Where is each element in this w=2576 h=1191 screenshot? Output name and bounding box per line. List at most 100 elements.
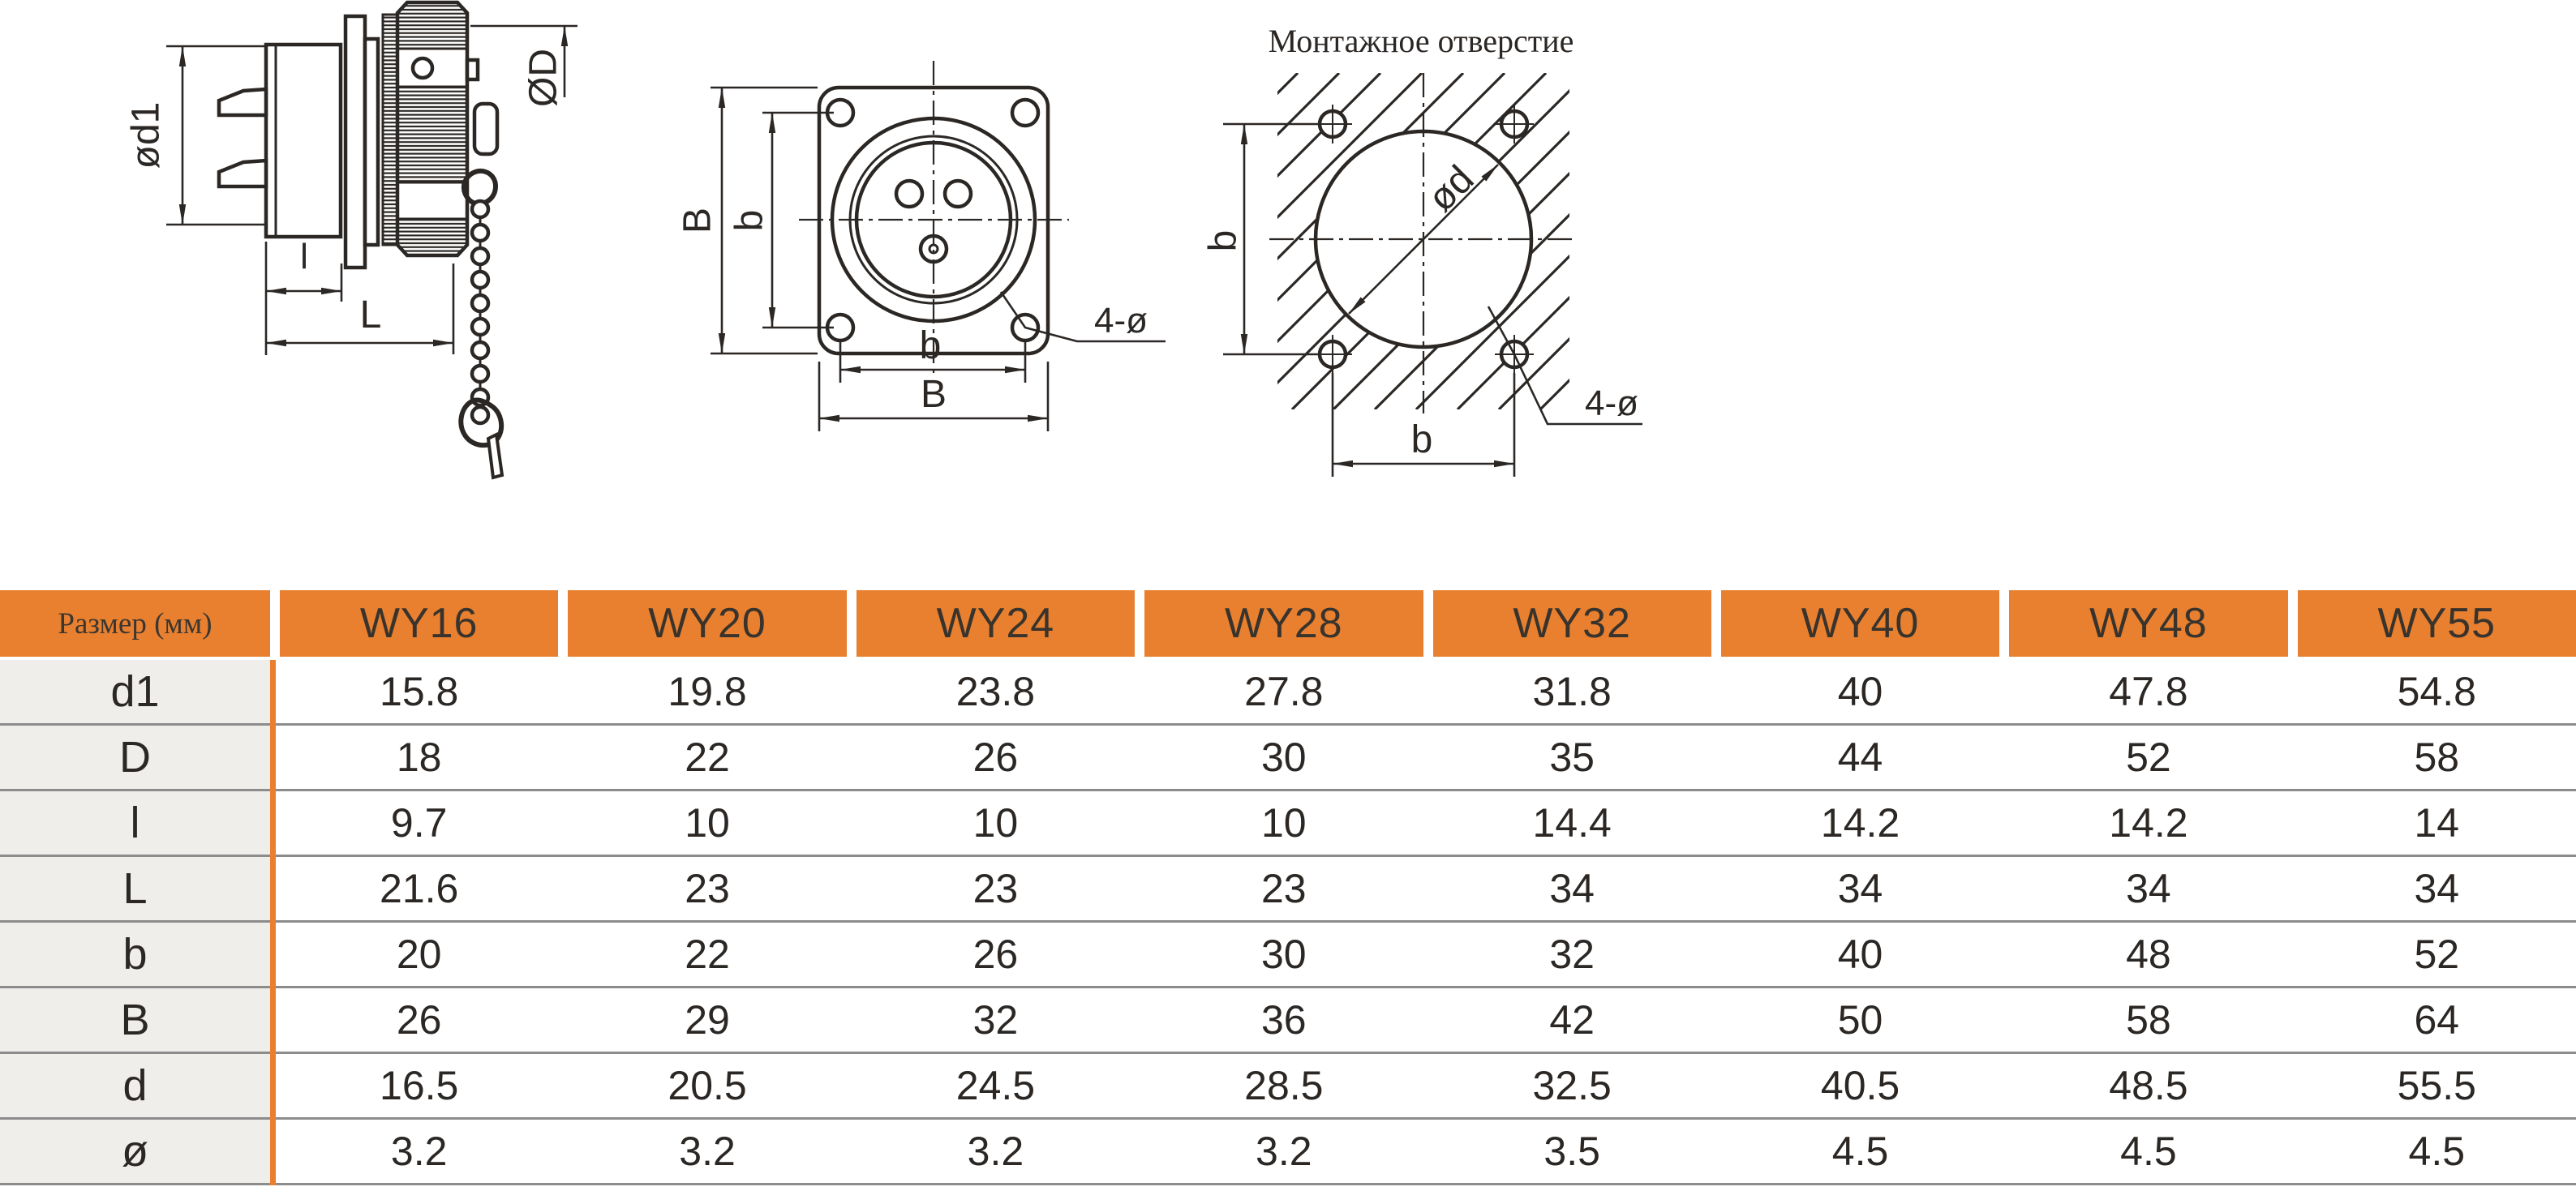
label-d1: ød1 — [125, 102, 168, 169]
cell: 50 — [1720, 988, 2000, 1052]
dim-b-bottom-mount: b — [1331, 373, 1516, 477]
cell: 34 — [2297, 857, 2576, 920]
callout-4-holes: 4-ø — [999, 291, 1166, 343]
accent-stripe — [270, 660, 276, 1185]
cell: 28.5 — [1144, 1054, 1423, 1117]
model-header: WY28 — [1144, 590, 1423, 657]
dimension-table-wrap: Размер (мм) WY16 WY20 WY24 WY28 WY32 WY4… — [0, 590, 2576, 1185]
row-label: ø — [0, 1120, 270, 1183]
corner-holes — [1313, 105, 1534, 374]
cell: 10 — [568, 791, 847, 855]
label-4-holes-mount: 4-ø — [1585, 383, 1638, 423]
cell: 52 — [2009, 726, 2288, 789]
pin-icon — [217, 158, 268, 189]
row-separator — [0, 1183, 2576, 1185]
cell: 21.6 — [280, 857, 559, 920]
cell: 4.5 — [1720, 1120, 2000, 1183]
knurl-bands — [397, 2, 467, 255]
row-separator — [0, 920, 2576, 923]
cell: 3.2 — [280, 1120, 559, 1183]
cell: 35 — [1432, 726, 1711, 789]
pin-icon — [217, 87, 268, 118]
model-header: WY32 — [1432, 590, 1711, 657]
cell: 23 — [1144, 857, 1423, 920]
cell: 32.5 — [1432, 1054, 1711, 1117]
model-header: WY24 — [856, 590, 1136, 657]
cell: 32 — [856, 988, 1136, 1052]
cell: 9.7 — [280, 791, 559, 855]
cell: 23.8 — [856, 660, 1136, 723]
cell: 19.8 — [568, 660, 847, 723]
model-header: WY40 — [1720, 590, 2000, 657]
cell: 20.5 — [568, 1054, 847, 1117]
dimension-table: Размер (мм) WY16 WY20 WY24 WY28 WY32 WY4… — [0, 590, 2576, 1185]
table-corner-header: Размер (мм) — [0, 590, 270, 657]
label-L: L — [360, 293, 382, 336]
cell: 3.2 — [856, 1120, 1136, 1183]
callout-4-holes-mount: 4-ø — [1487, 306, 1642, 426]
mounting-title: Монтажное отверстие — [1269, 23, 1574, 59]
chain-and-cap — [458, 168, 504, 480]
label-b-left-mount: b — [1202, 230, 1245, 252]
dim-b-bottom: b — [839, 324, 1027, 383]
cell: 48 — [2009, 923, 2288, 986]
row-label: D — [0, 726, 270, 789]
connector-body — [343, 0, 500, 270]
cell: 14.4 — [1432, 791, 1711, 855]
diagram-front-view: B b b B 4-ø — [681, 61, 1166, 431]
model-header: WY48 — [2009, 590, 2288, 657]
row-separator — [0, 986, 2576, 988]
cell: 40 — [1720, 923, 2000, 986]
cell: 3.2 — [568, 1120, 847, 1183]
cell: 29 — [568, 988, 847, 1052]
cell: 26 — [856, 726, 1136, 789]
label-l: l — [300, 237, 308, 276]
cell: 23 — [568, 857, 847, 920]
connector-front-shell — [217, 42, 343, 239]
cell: 3.5 — [1432, 1120, 1711, 1183]
cell: 10 — [1144, 791, 1423, 855]
cell: 30 — [1144, 726, 1423, 789]
row-label: b — [0, 923, 270, 986]
row-separator — [0, 1117, 2576, 1120]
row-label: L — [0, 857, 270, 920]
contact-icon — [942, 178, 973, 209]
cell: 55.5 — [2297, 1054, 2576, 1117]
cell: 48.5 — [2009, 1054, 2288, 1117]
row-label: d — [0, 1054, 270, 1117]
diagram-side-view: ød1 ØD — [125, 0, 577, 480]
cell: 10 — [856, 791, 1136, 855]
row-separator — [0, 855, 2576, 857]
cell: 15.8 — [280, 660, 559, 723]
cell: 20 — [280, 923, 559, 986]
cell: 24.5 — [856, 1054, 1136, 1117]
cell: 4.5 — [2009, 1120, 2288, 1183]
cell: 58 — [2009, 988, 2288, 1052]
cell: 31.8 — [1432, 660, 1711, 723]
wire-hole-icon — [410, 56, 435, 80]
cell: 22 — [568, 726, 847, 789]
cell: 52 — [2297, 923, 2576, 986]
cell: 34 — [2009, 857, 2288, 920]
cell: 34 — [1720, 857, 2000, 920]
diagram-mounting-hole: Монтажное отверстие ød — [1202, 23, 1642, 477]
cell: 40 — [1720, 660, 2000, 723]
label-b-bottom-mount: b — [1411, 418, 1433, 461]
cap-tail — [486, 431, 504, 480]
cell: 14 — [2297, 791, 2576, 855]
label-b-left: b — [728, 210, 771, 232]
cell: 54.8 — [2297, 660, 2576, 723]
dim-d1: ød1 — [125, 45, 268, 226]
cell: 47.8 — [2009, 660, 2288, 723]
row-label: d1 — [0, 660, 270, 723]
cell: 18 — [280, 726, 559, 789]
dim-L: L — [265, 263, 455, 354]
model-header: WY55 — [2297, 590, 2576, 657]
cell: 64 — [2297, 988, 2576, 1052]
label-D: ØD — [522, 49, 565, 107]
model-header: WY20 — [568, 590, 847, 657]
label-B-bottom: B — [921, 373, 947, 416]
label-4-holes: 4-ø — [1094, 301, 1148, 341]
cell: 4.5 — [2297, 1120, 2576, 1183]
cell: 3.2 — [1144, 1120, 1423, 1183]
